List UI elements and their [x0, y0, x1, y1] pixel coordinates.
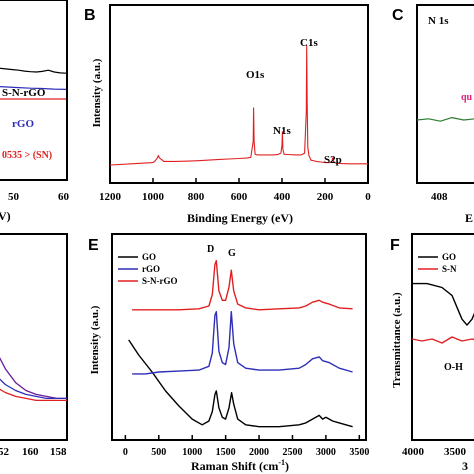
- legend-label-f-sn: S-N: [442, 264, 457, 274]
- panel-a-frame: [0, 0, 68, 181]
- panel-b-y-axis-label: Intensity (a.u.): [91, 58, 103, 127]
- panel-d-tick-160: 160: [22, 446, 39, 458]
- panel-a-series: [0, 67, 67, 100]
- panel-c-tick-408: 408: [431, 191, 448, 203]
- x-tick-label: 2500: [282, 447, 302, 458]
- panel-f-tick-3500: 3500: [444, 446, 467, 458]
- series-line-go: [128, 339, 353, 428]
- x-tick-label: 0: [123, 447, 128, 458]
- panel-e-ticks: 0 500 1000 1500 2000 2500 3000 3500: [123, 435, 369, 458]
- series-line-0: [416, 116, 474, 122]
- panel-a-label-rgo: rGO: [12, 118, 34, 130]
- panel-b: B Intensity (a.u.) 1200 1000 800 600 400 200 0…: [84, 4, 371, 225]
- panel-e-y-axis-label: Intensity (a.u.): [89, 305, 101, 374]
- x-tick-label: 1500: [216, 447, 236, 458]
- legend-label-rgo: rGO: [142, 264, 160, 274]
- series-line-s-n-rgo: [132, 260, 353, 311]
- panel-e-letter: E: [88, 237, 99, 254]
- panel-a-label-sn: 0535 > (SN): [2, 150, 52, 161]
- panel-f-axis-fragment: 3: [462, 459, 468, 473]
- panel-e-x-axis-label: Raman Shift (cm-1): [191, 458, 289, 473]
- panel-f-y-axis-label: Transmittance (a.u.): [391, 292, 403, 388]
- panel-b-peak-o1s: O1s: [246, 69, 265, 81]
- panel-a-label-snrgo: S-N-rGO: [2, 87, 46, 99]
- x-tick-label: 400: [274, 191, 291, 203]
- series-line-1: [0, 86, 67, 90]
- series-line-1: [411, 336, 474, 344]
- panel-a-tick-50: 50: [8, 191, 20, 203]
- panel-a-axis-fragment: V): [0, 209, 11, 223]
- panel-b-ticks: 1200 1000 800 600 400 200 0: [99, 178, 371, 203]
- x-tick-label: 600: [231, 191, 248, 203]
- panel-b-peak-c1s: C1s: [300, 37, 318, 49]
- panel-c-axis-fragment: E: [465, 211, 473, 225]
- panel-c-frame: [416, 4, 474, 184]
- panel-d-tick-158: 158: [50, 446, 67, 458]
- panel-b-letter: B: [84, 7, 96, 24]
- legend-label-go: GO: [142, 252, 156, 262]
- panel-d-tick-52: 52: [0, 446, 10, 458]
- series-line-1: [0, 378, 67, 400]
- legend-label-f-go: GO: [442, 252, 456, 262]
- panel-c: C N 1s qu 408 E: [392, 4, 474, 225]
- panel-a-tick-60: 60: [58, 191, 70, 203]
- x-tick-label: 1200: [99, 191, 122, 203]
- series-line-0: [109, 45, 368, 166]
- panel-e-series: [128, 260, 353, 428]
- series-line-0: [0, 357, 67, 400]
- panel-f-tick-4000: 4000: [402, 446, 425, 458]
- legend-label-snrgo: S-N-rGO: [142, 276, 178, 286]
- panel-d-series: [0, 357, 67, 402]
- x-tick-label: 1000: [142, 191, 165, 203]
- panel-b-peak-n1s: N1s: [273, 125, 291, 137]
- series-line-0: [0, 67, 67, 74]
- panel-f-frame: [411, 233, 474, 441]
- panel-c-annotation: qu: [461, 92, 473, 103]
- panel-e-peak-g: G: [228, 248, 236, 259]
- panel-b-series: [109, 45, 368, 166]
- x-tick-label: 500: [151, 447, 166, 458]
- panel-f-annotation-oh: O-H: [444, 362, 463, 373]
- panel-f-letter: F: [390, 237, 400, 254]
- series-line-rgo: [132, 311, 353, 375]
- panel-c-series: [416, 116, 474, 122]
- panel-c-title: N 1s: [428, 15, 449, 27]
- panel-f-series: [411, 282, 474, 344]
- panel-e: E Intensity (a.u.) 0 500 1000 1500 2000 2500 3…: [88, 233, 369, 473]
- panel-e-frame: [111, 233, 367, 441]
- x-tick-label: 3000: [316, 447, 336, 458]
- x-tick-label: 0: [365, 191, 371, 203]
- panel-e-legend: GO rGO S-N-rGO: [118, 252, 178, 286]
- panel-e-peak-d: D: [207, 244, 214, 255]
- panel-b-x-axis-label: Binding Energy (eV): [187, 211, 293, 225]
- x-tick-label: 1000: [182, 447, 202, 458]
- series-line-2: [0, 388, 67, 402]
- panel-f: F Transmittance (a.u.) GO S-N O-H 4000 3…: [390, 233, 474, 473]
- x-tick-label: 2000: [249, 447, 269, 458]
- x-tick-label: 200: [317, 191, 334, 203]
- panel-a: S-N-rGO rGO 0535 > (SN) 50 60 V): [0, 0, 70, 223]
- panel-d: 52 160 158: [0, 233, 68, 458]
- series-line-0: [412, 282, 474, 326]
- x-tick-label: 800: [188, 191, 205, 203]
- panel-c-letter: C: [392, 7, 404, 24]
- panel-b-peak-s2p: S2p: [324, 154, 342, 166]
- x-tick-label: 3500: [349, 447, 369, 458]
- panel-d-frame: [0, 233, 68, 441]
